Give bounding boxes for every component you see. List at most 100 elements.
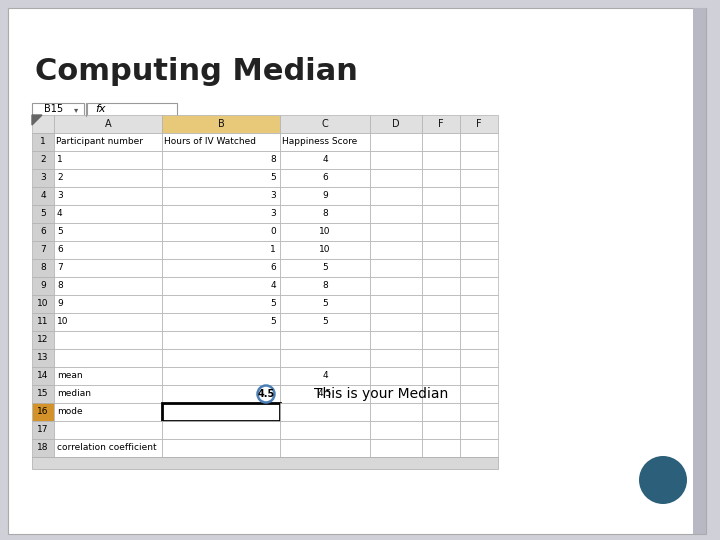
Bar <box>54 223 162 241</box>
Bar <box>280 115 370 133</box>
Text: 12: 12 <box>37 335 49 345</box>
Bar <box>162 151 280 169</box>
Bar <box>32 169 54 187</box>
Text: 2: 2 <box>40 156 46 165</box>
Bar <box>162 439 280 457</box>
Bar <box>422 439 460 457</box>
Bar <box>32 331 54 349</box>
Text: 14: 14 <box>37 372 49 381</box>
Bar <box>54 349 162 367</box>
Bar <box>693 8 706 534</box>
Bar <box>162 259 280 277</box>
Bar <box>370 313 422 331</box>
Text: B15: B15 <box>45 105 63 114</box>
Bar <box>422 259 460 277</box>
Text: 1: 1 <box>40 138 46 146</box>
Bar <box>32 259 54 277</box>
Text: mode: mode <box>57 408 83 416</box>
Bar <box>280 241 370 259</box>
Bar <box>370 169 422 187</box>
Bar <box>32 385 54 403</box>
Bar <box>422 421 460 439</box>
Text: 11: 11 <box>37 318 49 327</box>
Bar <box>280 403 370 421</box>
Bar <box>32 187 54 205</box>
Text: 6: 6 <box>322 173 328 183</box>
Bar <box>32 151 54 169</box>
Bar <box>54 133 162 151</box>
Text: 5: 5 <box>322 300 328 308</box>
Text: 5: 5 <box>322 318 328 327</box>
Bar <box>460 151 498 169</box>
Bar <box>280 151 370 169</box>
Bar <box>162 241 280 259</box>
Bar <box>32 277 54 295</box>
Bar <box>32 421 54 439</box>
Bar <box>162 133 280 151</box>
Text: 4: 4 <box>40 192 46 200</box>
Bar <box>370 241 422 259</box>
Bar <box>422 133 460 151</box>
Bar <box>54 277 162 295</box>
Text: C: C <box>322 119 328 129</box>
Bar <box>370 367 422 385</box>
Text: 13: 13 <box>37 354 49 362</box>
Circle shape <box>639 456 687 504</box>
Bar <box>162 367 280 385</box>
Bar <box>54 205 162 223</box>
Bar <box>280 331 370 349</box>
Bar <box>280 205 370 223</box>
Bar <box>54 169 162 187</box>
Bar <box>162 349 280 367</box>
Text: A: A <box>104 119 112 129</box>
Text: Computing Median: Computing Median <box>35 57 358 86</box>
Bar <box>280 349 370 367</box>
Text: 10: 10 <box>319 246 330 254</box>
Bar <box>280 187 370 205</box>
Bar <box>460 439 498 457</box>
Bar <box>460 313 498 331</box>
Bar <box>460 349 498 367</box>
Bar <box>54 439 162 457</box>
Text: 16: 16 <box>37 408 49 416</box>
Text: 4: 4 <box>57 210 63 219</box>
Bar <box>54 115 162 133</box>
Text: 9: 9 <box>57 300 63 308</box>
Text: F: F <box>438 119 444 129</box>
Text: 6: 6 <box>57 246 63 254</box>
Text: 9: 9 <box>322 192 328 200</box>
Bar <box>280 367 370 385</box>
Bar <box>32 133 54 151</box>
Bar <box>460 115 498 133</box>
Bar <box>422 385 460 403</box>
Bar <box>460 169 498 187</box>
Bar <box>280 133 370 151</box>
Polygon shape <box>32 115 42 125</box>
Bar <box>460 187 498 205</box>
Bar <box>54 403 162 421</box>
Bar <box>32 115 54 133</box>
Bar <box>422 367 460 385</box>
Bar <box>54 187 162 205</box>
Bar <box>460 295 498 313</box>
Bar <box>370 403 422 421</box>
Text: 8: 8 <box>322 210 328 219</box>
Text: mean: mean <box>57 372 83 381</box>
Bar <box>370 331 422 349</box>
Bar <box>460 403 498 421</box>
Bar <box>460 205 498 223</box>
Bar <box>54 421 162 439</box>
Text: 4: 4 <box>271 281 276 291</box>
Bar <box>370 223 422 241</box>
Bar <box>460 259 498 277</box>
Text: 18: 18 <box>37 443 49 453</box>
Bar <box>280 295 370 313</box>
Bar <box>370 259 422 277</box>
Text: This is your Median: This is your Median <box>314 387 449 401</box>
Bar <box>32 205 54 223</box>
Bar <box>32 241 54 259</box>
Bar <box>370 115 422 133</box>
Bar <box>162 169 280 187</box>
Bar <box>54 151 162 169</box>
Bar <box>54 331 162 349</box>
